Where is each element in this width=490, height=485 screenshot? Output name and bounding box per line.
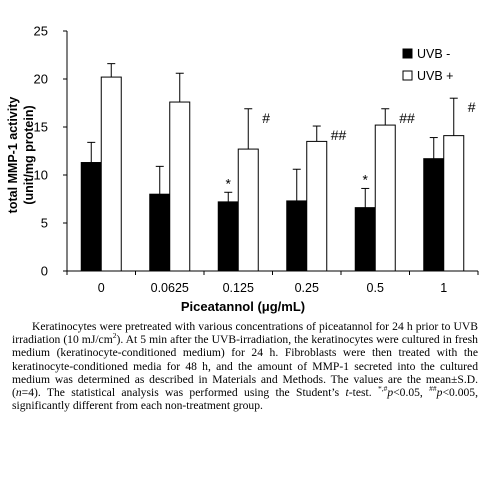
bar-uvb-plus	[374, 124, 396, 272]
caption-p-1: p	[387, 386, 394, 400]
caption-text-2: ). At 5 min after the UVB-irradiation, t…	[12, 333, 478, 400]
significance-mark: #	[262, 110, 270, 126]
caption-text-6: <0.005, significantly different from eac…	[12, 386, 478, 413]
bar-uvb-plus	[100, 76, 122, 272]
y-axis-title-line1: total MMP-1 activity	[6, 97, 20, 214]
significance-mark: *	[363, 171, 369, 187]
legend-swatch-uvb-plus	[402, 70, 413, 81]
y-tick-label: 5	[41, 216, 48, 231]
x-tick-label: 0.25	[295, 281, 319, 295]
bar-uvb-plus	[237, 148, 259, 272]
y-tick-label: 0	[41, 264, 48, 279]
caption-sup-3: ##	[429, 384, 437, 394]
significance-mark: ##	[331, 127, 347, 143]
bar-uvb-minus	[286, 200, 308, 272]
caption-n: n	[15, 386, 22, 400]
bar-uvb-minus	[217, 201, 239, 272]
y-tick-label: 20	[34, 72, 48, 87]
caption-text-5: <0.05,	[393, 386, 430, 400]
y-tick-label: 10	[34, 168, 48, 183]
bar-uvb-minus	[80, 162, 102, 272]
bar-uvb-minus	[354, 207, 376, 272]
y-tick-label: 25	[34, 24, 48, 39]
bar-uvb-minus	[149, 193, 171, 272]
mmp1-bar-chart: 0 5 10 15 20 25 0 0.0625 0.125 * #0.25 ## 0.5 * ## 1 # Pi…	[6, 24, 479, 314]
significance-mark: ##	[399, 110, 415, 126]
x-tick-label: 0.5	[367, 281, 384, 295]
x-axis-title: Piceatannol (μg/mL)	[181, 299, 305, 314]
x-tick-label: 0.0625	[151, 281, 189, 295]
bar-uvb-plus	[169, 101, 191, 272]
x-tick-label: 1	[440, 281, 447, 295]
significance-mark: *	[226, 175, 232, 191]
bar-uvb-minus	[423, 158, 445, 272]
legend-swatch-uvb-minus	[402, 48, 413, 59]
caption-t: t	[345, 386, 349, 400]
y-axis-title-line2: (unit/mg protein)	[22, 105, 36, 204]
bar-uvb-plus	[306, 140, 328, 272]
figure-caption: Keratinocytes were pretreated with vario…	[12, 320, 478, 412]
legend-label: UVB +	[417, 69, 453, 83]
y-tick-label: 15	[34, 120, 48, 135]
caption-text-1: Keratinocytes were pretreated with vario…	[12, 320, 478, 347]
legend-label: UVB -	[417, 47, 450, 61]
bar-uvb-plus	[443, 135, 465, 272]
caption-text-3: =4). The statistical analysis was perfor…	[21, 386, 346, 400]
caption-sup-1: 2	[112, 331, 117, 341]
caption-sup-2: *,#	[377, 384, 388, 394]
significance-mark: #	[468, 99, 476, 115]
caption-text-4: -test.	[348, 386, 378, 400]
caption-p-2: p	[436, 386, 443, 400]
x-tick-label: 0	[98, 281, 105, 295]
x-tick-label: 0.125	[223, 281, 254, 295]
